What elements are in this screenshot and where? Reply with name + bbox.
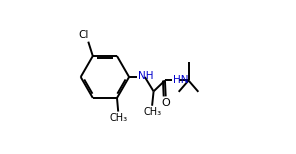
Text: O: O bbox=[162, 98, 170, 108]
Text: Cl: Cl bbox=[78, 30, 89, 40]
Text: HN: HN bbox=[173, 75, 189, 85]
Text: CH₃: CH₃ bbox=[143, 107, 161, 117]
Text: CH₃: CH₃ bbox=[110, 113, 128, 123]
Text: NH: NH bbox=[138, 71, 154, 81]
